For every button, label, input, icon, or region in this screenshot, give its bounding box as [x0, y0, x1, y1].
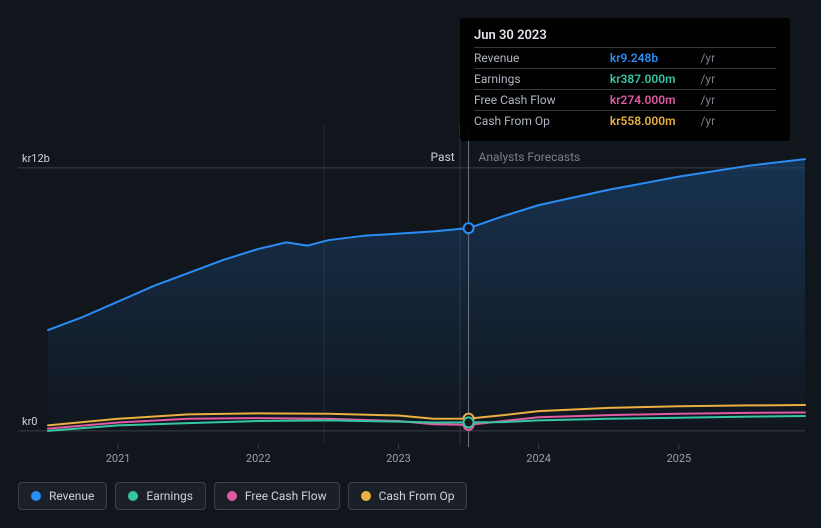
tooltip-row-label: Earnings	[474, 69, 610, 90]
chart-legend: Revenue Earnings Free Cash Flow Cash From O…	[18, 482, 467, 510]
marker-revenue	[464, 223, 474, 233]
revenue-area	[48, 159, 805, 431]
legend-item-label: Cash From Op	[379, 489, 455, 503]
tooltip-row-value: kr387.000m	[610, 69, 701, 90]
legend-item-free_cash_flow[interactable]: Free Cash Flow	[214, 482, 340, 510]
future-section-label: Analysts Forecasts	[479, 150, 581, 164]
chart-tooltip: Jun 30 2023 Revenuekr9.248b/yrEarningskr…	[460, 18, 790, 141]
tooltip-row: Earningskr387.000m/yr	[474, 69, 776, 90]
tooltip-row: Cash From Opkr558.000m/yr	[474, 111, 776, 132]
tooltip-date: Jun 30 2023	[474, 28, 776, 43]
past-section-label: Past	[431, 150, 455, 164]
tooltip-row: Free Cash Flowkr274.000m/yr	[474, 90, 776, 111]
tooltip-row-unit: /yr	[700, 111, 776, 132]
legend-item-cash_from_op[interactable]: Cash From Op	[348, 482, 468, 510]
tooltip-row-label: Free Cash Flow	[474, 90, 610, 111]
legend-item-label: Earnings	[146, 489, 193, 503]
y-axis-label: kr0	[22, 415, 38, 428]
legend-item-earnings[interactable]: Earnings	[115, 482, 206, 510]
tooltip-row-unit: /yr	[700, 48, 776, 69]
tooltip-row-value: kr558.000m	[610, 111, 701, 132]
tooltip-row: Revenuekr9.248b/yr	[474, 48, 776, 69]
x-axis-tick-label: 2023	[386, 452, 411, 465]
tooltip-row-unit: /yr	[700, 69, 776, 90]
financial-forecast-chart: kr0 kr12b 2021 2022 2023 2024 2025 Jun 30 2023…	[0, 0, 821, 524]
x-axis-tick-label: 2025	[666, 452, 691, 465]
legend-item-label: Revenue	[49, 489, 94, 503]
x-axis-tick-label: 2024	[526, 452, 551, 465]
tooltip-table: Revenuekr9.248b/yrEarningskr387.000m/yrF…	[474, 47, 776, 131]
legend-dot-icon	[128, 491, 138, 501]
tooltip-row-label: Cash From Op	[474, 111, 610, 132]
legend-dot-icon	[31, 491, 41, 501]
marker-earnings	[464, 417, 474, 427]
y-axis-label: kr12b	[22, 152, 50, 165]
legend-item-label: Free Cash Flow	[245, 489, 327, 503]
x-axis-tick-label: 2021	[106, 452, 131, 465]
tooltip-row-unit: /yr	[700, 90, 776, 111]
tooltip-row-value: kr9.248b	[610, 48, 701, 69]
legend-dot-icon	[361, 491, 371, 501]
tooltip-row-label: Revenue	[474, 48, 610, 69]
legend-dot-icon	[227, 491, 237, 501]
x-axis-tick-label: 2022	[246, 452, 271, 465]
tooltip-row-value: kr274.000m	[610, 90, 701, 111]
legend-item-revenue[interactable]: Revenue	[18, 482, 107, 510]
